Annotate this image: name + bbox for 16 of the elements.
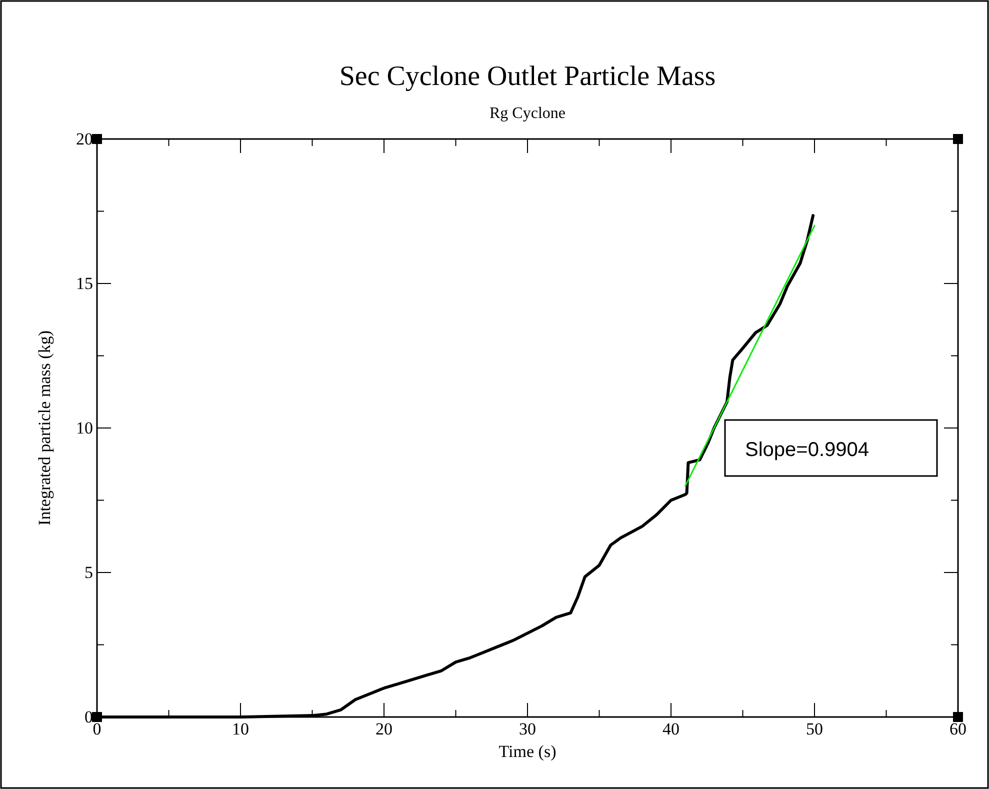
x-tick-label: 40	[662, 719, 680, 738]
y-tick-label: 5	[84, 562, 93, 582]
x-tick-label: 50	[806, 719, 823, 738]
y-tick-label: 0	[84, 707, 93, 726]
y-axis-title: Integrated particle mass (kg)	[35, 330, 54, 526]
y-tick-label: 15	[76, 274, 93, 293]
y-tick-label: 10	[76, 418, 93, 438]
x-tick-label: 60	[950, 719, 966, 738]
x-tick-label: 30	[519, 719, 536, 738]
y-tick-label: 20	[76, 129, 93, 148]
x-axis-title: Time (s)	[498, 742, 556, 761]
annotation: Slope=0.9904	[745, 439, 870, 461]
chart-title: Sec Cyclone Outlet Particle Mass	[339, 61, 716, 92]
chart-subtitle: Rg Cyclone	[490, 105, 566, 122]
x-tick-label: 10	[232, 719, 249, 738]
x-tick-label: 20	[376, 719, 392, 738]
